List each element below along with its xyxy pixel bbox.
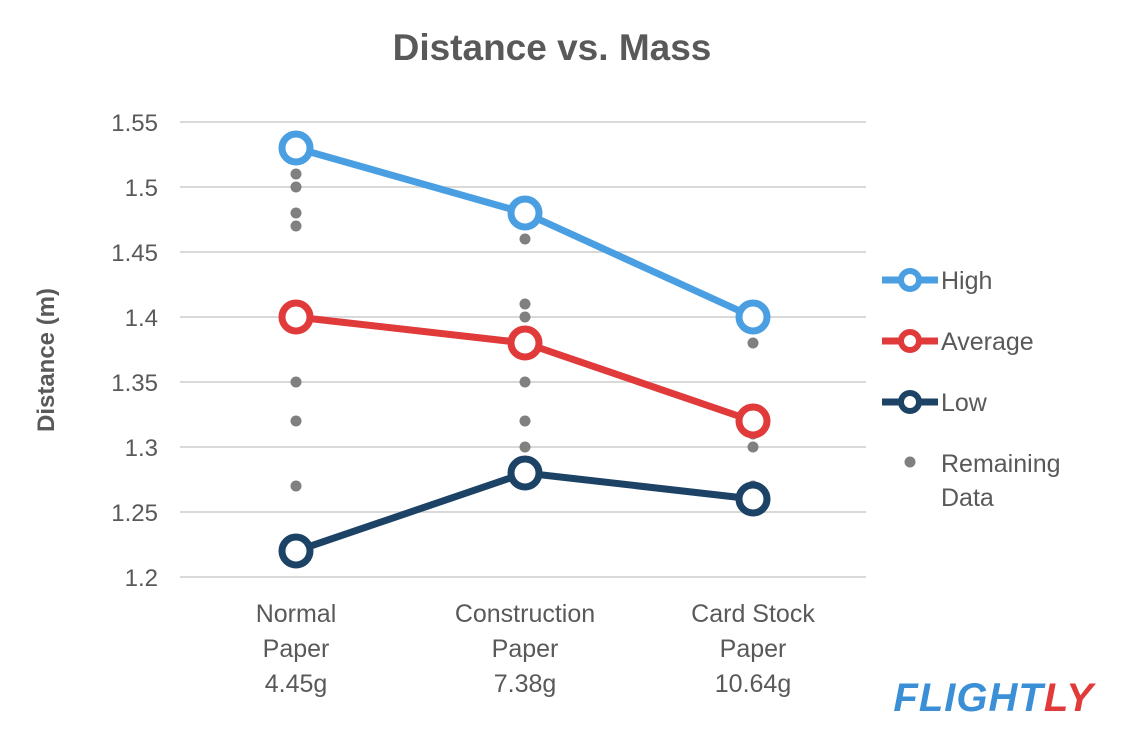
point-high <box>278 130 314 166</box>
legend-label-remaining-data: Data <box>941 484 994 512</box>
y-tick-label: 1.4 <box>125 305 158 332</box>
point-low <box>735 481 771 517</box>
y-tick-label: 1.5 <box>125 175 158 202</box>
x-category-label: 7.38g <box>494 670 557 698</box>
x-category-label: Paper <box>720 635 787 663</box>
chart-legend: High Average Low Remaining Data <box>882 267 1061 512</box>
remaining-data-point <box>290 376 302 388</box>
y-axis-label: Distance (m) <box>33 288 60 432</box>
point-high <box>507 195 543 231</box>
x-category-label: Construction <box>455 600 595 628</box>
legend-marker-remaining-data <box>904 456 916 468</box>
flightly-logo: FLIGHTLY <box>893 676 1096 720</box>
y-tick-labels: 1.2 1.25 1.3 1.35 1.4 1.45 1.5 1.55 <box>111 110 158 592</box>
point-average <box>278 299 314 335</box>
x-category-label: 10.64g <box>715 670 791 698</box>
x-category-label: Paper <box>492 635 559 663</box>
point-low <box>278 533 314 569</box>
logo-part-ly: LY <box>1044 676 1096 720</box>
remaining-data-point <box>519 376 531 388</box>
legend-label-remaining-data: Remaining <box>941 450 1061 478</box>
x-category-labels: Normal Paper 4.45g Construction Paper 7.38g Ca… <box>256 600 816 698</box>
remaining-data-point <box>519 298 531 310</box>
point-average <box>735 403 771 439</box>
legend-label-high: High <box>941 267 992 295</box>
y-tick-label: 1.25 <box>111 500 158 527</box>
legend-marker-high <box>898 268 922 292</box>
point-high <box>735 299 771 335</box>
remaining-data-point <box>290 415 302 427</box>
chart-title: Distance vs. Mass <box>393 27 712 68</box>
remaining-data-point <box>290 181 302 193</box>
legend-marker-low <box>898 390 922 414</box>
remaining-data-point <box>747 441 759 453</box>
x-category-label: Card Stock <box>691 600 815 628</box>
remaining-data-point <box>519 311 531 323</box>
legend-marker-average <box>898 329 922 353</box>
x-category-label: 4.45g <box>265 670 328 698</box>
remaining-data-point <box>290 480 302 492</box>
y-tick-label: 1.45 <box>111 240 158 267</box>
series-line-high <box>295 144 755 321</box>
y-tick-label: 1.55 <box>111 110 158 137</box>
series-lines <box>278 130 771 569</box>
point-low <box>507 455 543 491</box>
remaining-data-point <box>747 337 759 349</box>
x-category-label: Normal <box>256 600 337 628</box>
remaining-data-point <box>519 441 531 453</box>
remaining-data-point <box>290 168 302 180</box>
y-tick-label: 1.3 <box>125 435 158 462</box>
x-category-label: Paper <box>263 635 330 663</box>
point-average <box>507 325 543 361</box>
legend-label-low: Low <box>941 389 988 417</box>
remaining-data-point <box>290 207 302 219</box>
y-tick-label: 1.35 <box>111 370 158 397</box>
y-tick-label: 1.2 <box>125 565 158 592</box>
logo-part-flight: FLIGHT <box>893 676 1046 720</box>
legend-label-average: Average <box>941 328 1034 356</box>
remaining-data-point <box>519 415 531 427</box>
remaining-data-point <box>290 220 302 232</box>
remaining-data-point <box>519 233 531 245</box>
